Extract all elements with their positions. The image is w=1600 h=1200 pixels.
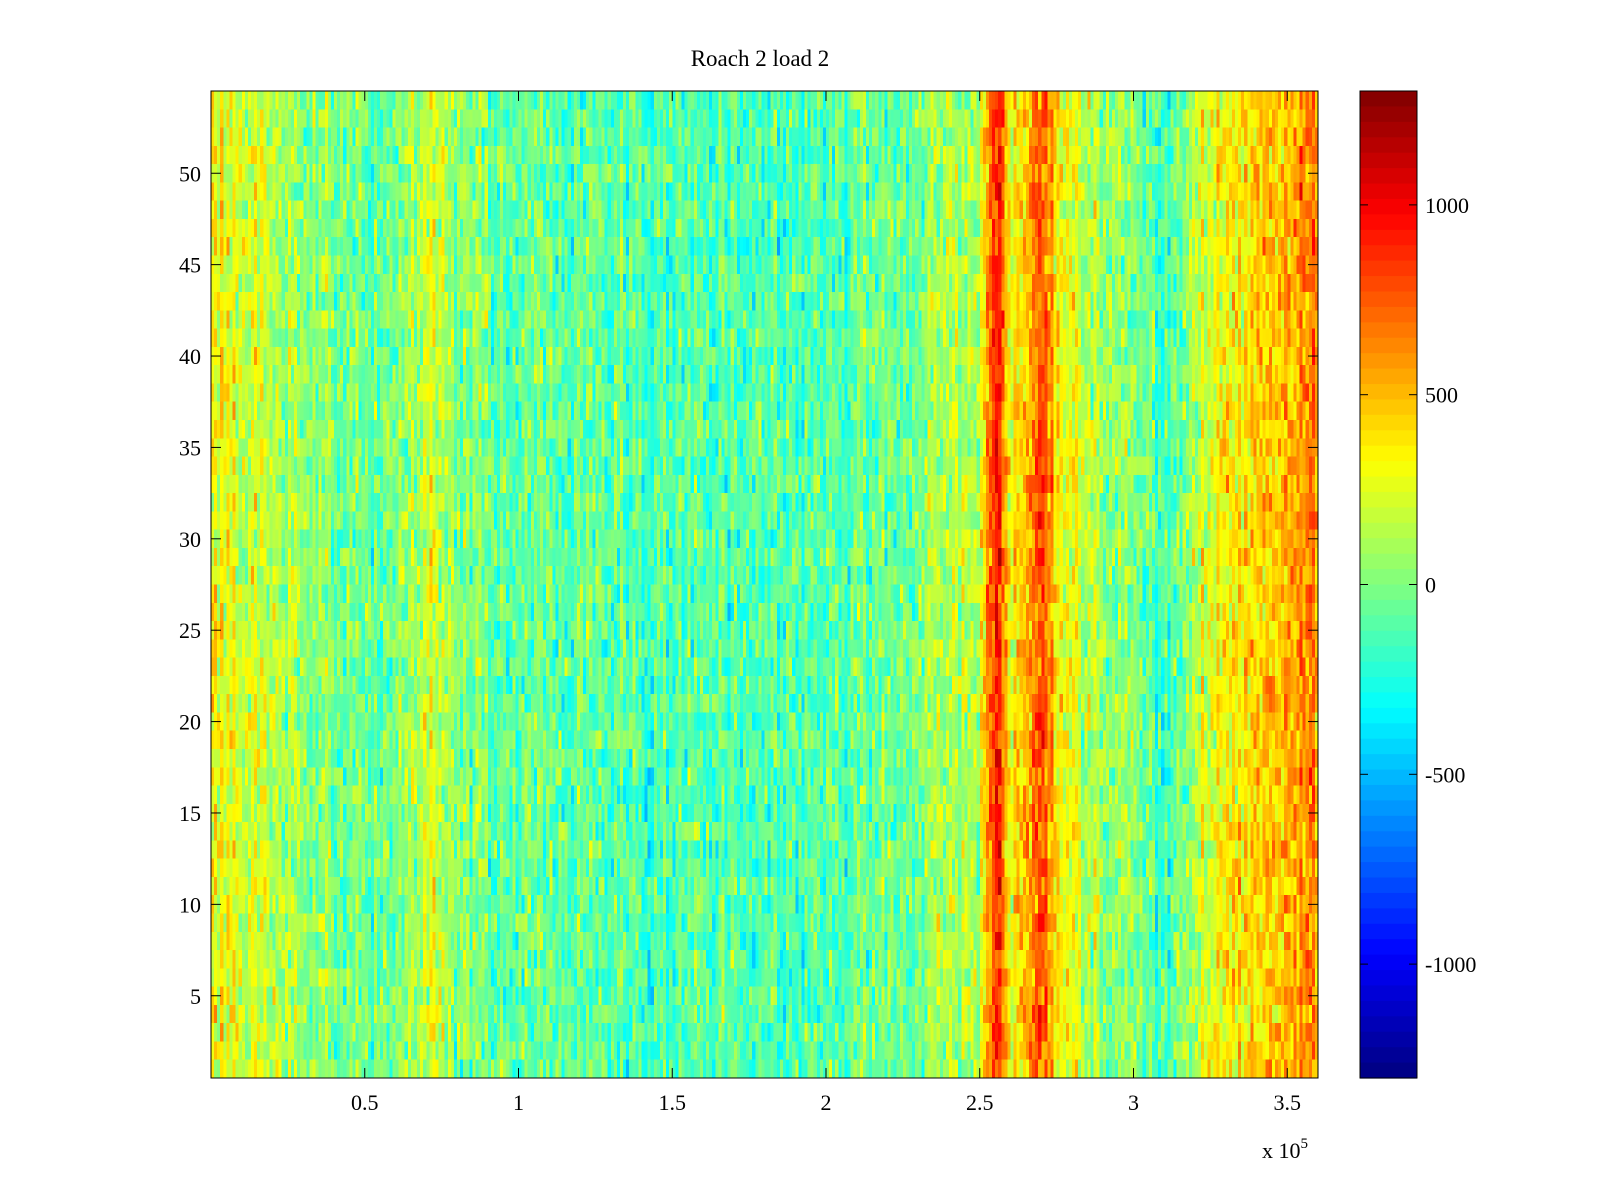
colorbar-swatch <box>1360 522 1417 539</box>
y-tick-label: 50 <box>179 161 201 186</box>
x-axis-exponent-base: x 10 <box>1262 1138 1301 1163</box>
colorbar-swatch <box>1360 723 1417 740</box>
y-tick-label: 5 <box>190 984 201 1009</box>
colorbar-axis: 1000 500 0 -500 -1000 <box>1360 193 1476 977</box>
colorbar-swatch <box>1360 1016 1417 1033</box>
colorbar-swatch <box>1360 584 1417 601</box>
colorbar-swatch <box>1360 384 1417 401</box>
colorbar-swatch <box>1360 183 1417 200</box>
colorbar-swatch <box>1360 985 1417 1002</box>
colorbar-swatch <box>1360 260 1417 277</box>
x-tick-label: 3 <box>1128 1090 1139 1115</box>
x-axis-exponent: x 105 <box>1262 1136 1308 1163</box>
colorbar-swatch <box>1360 430 1417 447</box>
colorbar-swatch <box>1360 553 1417 570</box>
plot-area <box>210 90 1319 1079</box>
colorbar-swatch <box>1360 630 1417 647</box>
y-tick-label: 10 <box>179 892 201 917</box>
x-tick-label: 3.5 <box>1274 1090 1302 1115</box>
colorbar-swatch <box>1360 908 1417 925</box>
colorbar-swatch <box>1360 815 1417 832</box>
colorbar-swatch <box>1360 461 1417 478</box>
colorbar-swatch <box>1360 939 1417 956</box>
colorbar-swatch <box>1360 229 1417 246</box>
colorbar-swatch <box>1360 445 1417 462</box>
colorbar-tick-label: 500 <box>1425 383 1458 408</box>
colorbar-swatch <box>1360 106 1417 123</box>
y-axis: 5 10 15 20 25 30 35 40 45 50 <box>179 161 1318 1009</box>
colorbar-tick-label: 0 <box>1425 573 1436 598</box>
colorbar-swatch <box>1360 677 1417 694</box>
colorbar-swatch <box>1360 970 1417 987</box>
colorbar-swatch <box>1360 91 1417 108</box>
x-axis-exponent-power: 5 <box>1301 1136 1309 1152</box>
colorbar-swatch <box>1360 368 1417 385</box>
x-tick-label: 2.5 <box>966 1090 994 1115</box>
colorbar-swatch <box>1360 800 1417 817</box>
colorbar-swatch <box>1360 414 1417 431</box>
colorbar-swatch <box>1360 491 1417 508</box>
colorbar-swatch <box>1360 399 1417 416</box>
colorbar-swatch <box>1360 306 1417 323</box>
y-tick-label: 30 <box>179 527 201 552</box>
colorbar-swatch <box>1360 538 1417 555</box>
x-axis: 0.5 1 1.5 2 2.5 3 3.5 <box>351 91 1301 1115</box>
colorbar-swatch <box>1360 784 1417 802</box>
colorbar-tick-label: -1000 <box>1425 952 1476 977</box>
y-tick-label: 15 <box>179 801 201 826</box>
colorbar-swatch <box>1360 152 1417 169</box>
colorbar-swatch <box>1360 615 1417 632</box>
heatmap-image <box>211 91 1318 1078</box>
x-tick-label: 0.5 <box>351 1090 379 1115</box>
colorbar-tick-label: 1000 <box>1425 193 1469 218</box>
colorbar-swatch <box>1360 291 1417 308</box>
colorbar-swatch <box>1360 168 1417 185</box>
colorbar-swatch <box>1360 137 1417 154</box>
colorbar-swatch <box>1360 322 1417 339</box>
colorbar-swatch <box>1360 846 1417 863</box>
y-tick-label: 45 <box>179 253 201 278</box>
colorbar-swatch <box>1360 754 1417 771</box>
colorbar-tick-label: -500 <box>1425 762 1465 787</box>
y-tick-label: 25 <box>179 618 201 643</box>
y-tick-label: 35 <box>179 435 201 460</box>
colorbar-swatch <box>1360 245 1417 262</box>
colorbar-swatch <box>1360 831 1417 848</box>
y-tick-label: 40 <box>179 344 201 369</box>
y-tick-label: 20 <box>179 710 201 735</box>
colorbar-swatch <box>1360 1031 1417 1048</box>
colorbar-swatch <box>1360 954 1417 971</box>
x-tick-label: 1.5 <box>659 1090 687 1115</box>
colorbar-swatch <box>1360 507 1417 524</box>
colorbar-swatch <box>1360 692 1417 709</box>
colorbar-swatch <box>1360 1062 1417 1079</box>
colorbar-swatch <box>1360 214 1417 231</box>
colorbar-swatch <box>1360 769 1417 786</box>
colorbar-swatch <box>1360 276 1417 293</box>
colorbar-swatch <box>1360 892 1417 909</box>
colorbar-swatch <box>1360 862 1417 879</box>
colorbar-swatch <box>1360 599 1417 616</box>
colorbar-swatch <box>1360 646 1417 663</box>
colorbar-swatch <box>1360 923 1417 940</box>
colorbar-swatch <box>1360 198 1417 215</box>
colorbar-swatch <box>1360 121 1417 138</box>
x-tick-label: 2 <box>821 1090 832 1115</box>
colorbar-swatch <box>1360 476 1417 493</box>
colorbar-swatch <box>1360 1000 1417 1017</box>
x-tick-label: 1 <box>513 1090 524 1115</box>
colorbar-swatch <box>1360 877 1417 894</box>
colorbar-swatch <box>1360 707 1417 724</box>
colorbar <box>1360 91 1417 1079</box>
chart-title: Roach 2 load 2 <box>691 46 830 71</box>
colorbar-swatch <box>1360 738 1417 755</box>
colorbar-swatch <box>1360 353 1417 370</box>
colorbar-swatch <box>1360 661 1417 678</box>
heatmap-cells <box>211 91 1318 1078</box>
colorbar-swatch <box>1360 569 1417 586</box>
colorbar-swatch <box>1360 1047 1417 1064</box>
colorbar-swatch <box>1360 337 1417 354</box>
